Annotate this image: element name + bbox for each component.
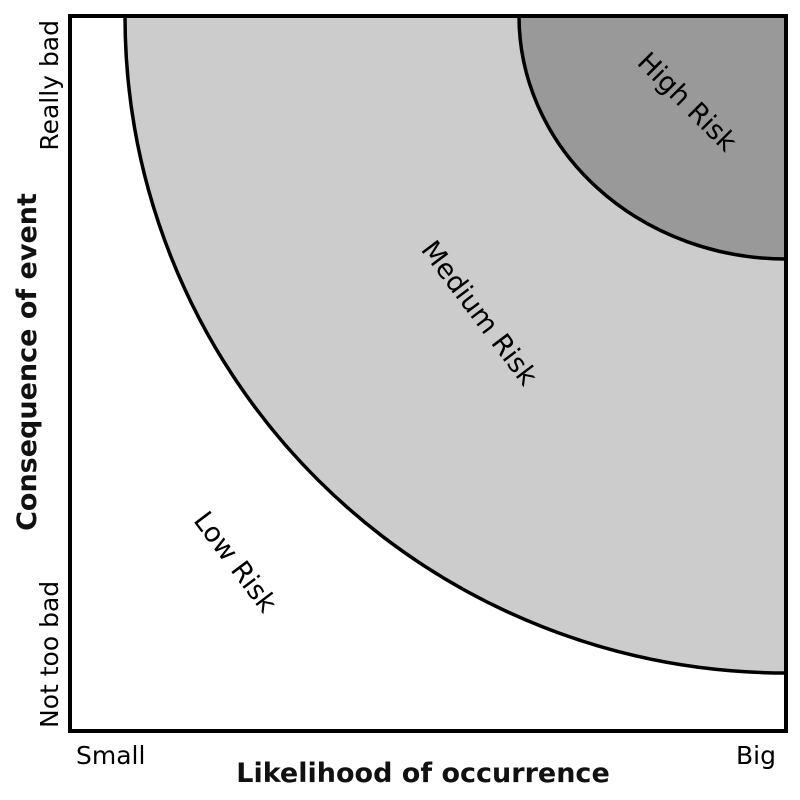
y-axis-low-label: Not too bad [35, 581, 64, 728]
high-risk-zone [519, 16, 786, 259]
high-risk-boundary [517, 15, 787, 261]
medium-risk-boundary [123, 15, 787, 675]
plot-frame [68, 14, 788, 733]
x-axis-high-label: Big [736, 741, 776, 770]
x-axis-title: Likelihood of occurrence [236, 758, 610, 789]
y-axis-title: Consequence of event [12, 193, 43, 531]
x-axis-low-label: Small [76, 741, 145, 770]
y-axis-high-label: Really bad [35, 20, 64, 151]
